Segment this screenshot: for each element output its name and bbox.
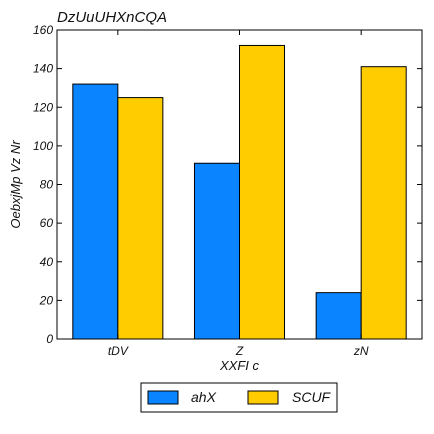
- legend: ahX SCUF: [140, 382, 338, 413]
- x-tick-label: tDV: [108, 344, 129, 358]
- legend-label-ahx: ahX: [191, 389, 217, 405]
- bar-ahx-tdv: [72, 83, 119, 340]
- x-tick-label: Z: [235, 344, 244, 358]
- y-axis-label: OebxjMp Vz Nr: [8, 140, 23, 229]
- bar-ahx-z: [193, 162, 241, 340]
- y-tick-label: 100: [33, 139, 53, 153]
- y-tick-label: 40: [40, 255, 54, 269]
- y-tick-label: 80: [40, 178, 54, 192]
- y-tick-label: 160: [33, 23, 53, 37]
- x-axis-label: XXFI c: [219, 358, 260, 373]
- chart-title: DzUuUHXnCQA: [57, 9, 167, 26]
- y-axis: 0 20 40 60 80 100 120 140 160: [33, 23, 422, 346]
- x-tick-label: zN: [353, 344, 369, 358]
- bar-scuf-tdv: [117, 97, 164, 340]
- y-tick-label: 60: [40, 216, 54, 230]
- legend-swatch-ahx: [147, 390, 179, 405]
- legend-label-scuf: SCUF: [292, 389, 332, 405]
- bar-scuf-z: [239, 44, 286, 340]
- y-tick-label: 20: [39, 293, 54, 307]
- bars-group: [72, 44, 407, 340]
- y-tick-label: 0: [46, 332, 53, 346]
- bar-scuf-zn: [360, 66, 407, 340]
- y-tick-label: 120: [33, 100, 53, 114]
- legend-swatch-scuf: [247, 390, 279, 405]
- bar-ahx-zn: [315, 292, 362, 340]
- y-tick-label: 140: [33, 62, 53, 76]
